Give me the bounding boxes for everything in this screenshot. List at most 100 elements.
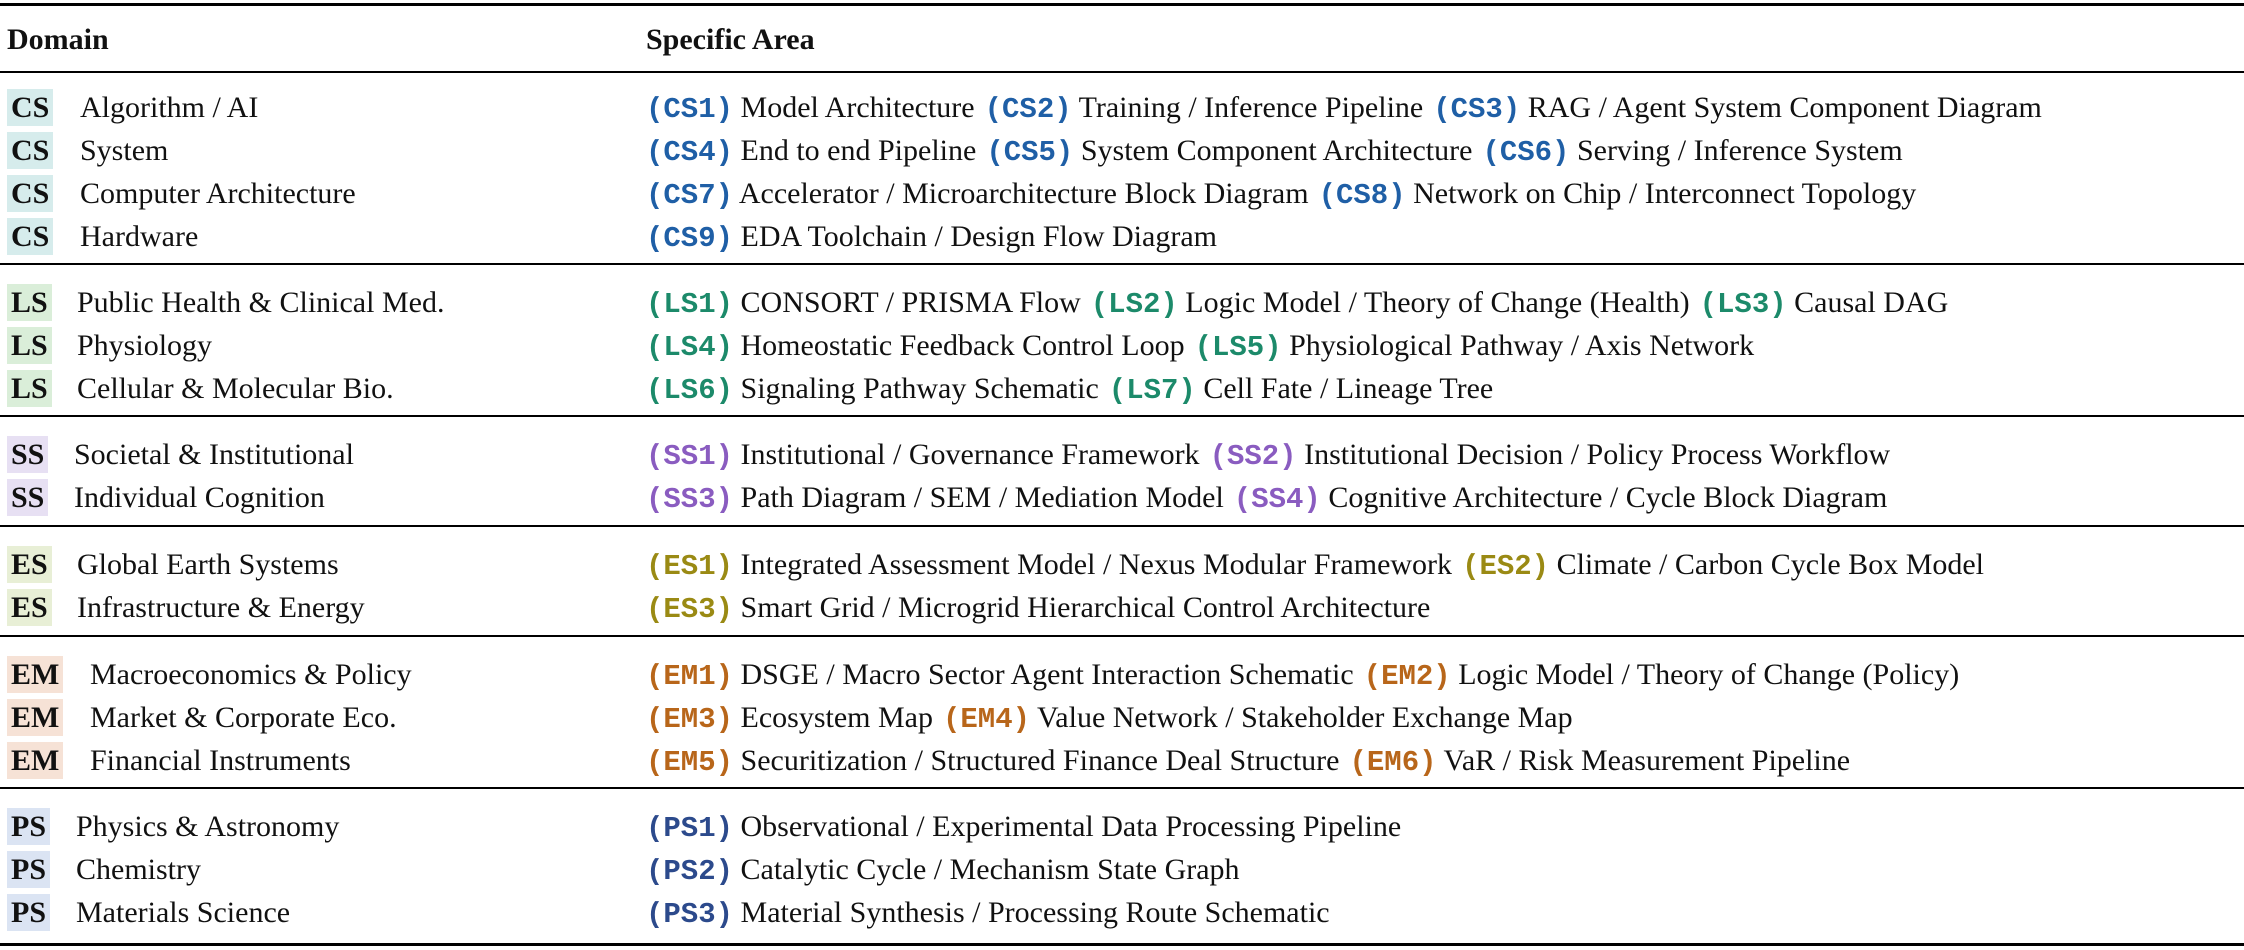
area-label: Climate / Carbon Cycle Box Model [1549,548,1985,581]
area-code: (LS1) [646,288,734,321]
area-code: (PS2) [646,855,734,888]
area-code: (LS3) [1699,288,1787,321]
area-label: Network on Chip / Interconnect Topology [1405,177,1917,210]
domain-name: Public Health & Clinical Med. [77,286,445,319]
area-label: Securitization / Structured Finance Deal… [733,744,1340,777]
table-row: EM Macroeconomics & Policy (EM1) DSGE / Ma… [0,653,2244,696]
specific-area-list: (CS7) Accelerator / Microarchitecture Bl… [646,172,1916,215]
specific-area-list: (PS3) Material Synthesis / Processing Ro… [646,891,1330,934]
area-code: (LS4) [646,331,734,364]
domain-name: Financial Instruments [90,744,351,777]
specific-area-list: (EM1) DSGE / Macro Sector Agent Interact… [646,653,1959,696]
table-bottom-rule [0,943,2244,946]
domain-name: Physiology [77,329,213,362]
table-row: PS Physics & Astronomy (PS1) Observational… [0,805,2244,848]
table-row: CS Computer Architecture (CS7) Accelerator… [0,172,2244,215]
table-row: PS Materials Science (PS3) Material Synthe… [0,891,2244,934]
group-divider [0,415,2244,417]
area-label: Smart Grid / Microgrid Hierarchical Cont… [733,591,1431,624]
specific-area-list: (SS1) Institutional / Governance Framewo… [646,433,1890,476]
table-row: EM Market & Corporate Eco. (EM3) Ecosystem… [0,696,2244,739]
area-label: System Component Architecture [1073,134,1473,167]
area-label: Causal DAG [1786,286,1949,319]
area-code: (PS3) [646,898,734,931]
area-label: Homeostatic Feedback Control Loop [733,329,1185,362]
domain-name: Societal & Institutional [74,438,354,471]
table-row: ES Global Earth Systems (ES1) Integrated A… [0,543,2244,586]
domain-name: Individual Cognition [74,481,325,514]
header-domain: Domain [7,23,109,56]
area-label: Ecosystem Map [733,701,933,734]
domain-name: Hardware [80,220,199,253]
specific-area-list: (EM5) Securitization / Structured Financ… [646,739,1850,782]
domain-badge: CS [7,132,54,169]
domain-name: Cellular & Molecular Bio. [77,372,394,405]
domain-badge: ES [7,589,52,626]
area-code: (EM5) [646,746,734,779]
group-divider [0,525,2244,527]
table-row: SS Individual Cognition (SS3) Path Diagram… [0,476,2244,519]
area-label: Accelerator / Microarchitecture Block Di… [733,177,1309,210]
domain-badge: PS [7,894,51,931]
area-label: Material Synthesis / Processing Route Sc… [733,896,1330,929]
group-divider [0,787,2244,789]
specific-area-list: (LS1) CONSORT / PRISMA Flow (LS2) Logic M… [646,281,1948,324]
table-row: ES Infrastructure & Energy (ES3) Smart Gri… [0,586,2244,629]
specific-area-list: (ES1) Integrated Assessment Model / Nexu… [646,543,1984,586]
group-divider [0,635,2244,637]
area-label: EDA Toolchain / Design Flow Diagram [733,220,1217,253]
specific-area-list: (CS4) End to end Pipeline (CS5) System Co… [646,129,1903,172]
domain-name: Global Earth Systems [77,548,339,581]
area-code: (EM6) [1349,746,1437,779]
area-label: Institutional / Governance Framework [733,438,1200,471]
header-rule [0,71,2244,73]
area-label: Institutional Decision / Policy Process … [1296,438,1891,471]
area-label: Signaling Pathway Schematic [733,372,1099,405]
area-code: (EM4) [942,703,1030,736]
table-row: CS System (CS4) End to end Pipeline (CS5) S… [0,129,2244,172]
domain-badge: LS [7,284,52,321]
header-specific-area: Specific Area [646,23,815,56]
domain-badge: ES [7,546,52,583]
specific-area-list: (PS1) Observational / Experimental Data … [646,805,1401,848]
specific-area-list: (CS1) Model Architecture (CS2) Training /… [646,86,2042,129]
domain-badge: PS [7,851,51,888]
domain-badge: EM [7,699,64,736]
table-row: LS Cellular & Molecular Bio. (LS6) Signali… [0,367,2244,410]
area-label: RAG / Agent System Component Diagram [1520,91,2042,124]
domain-name: System [80,134,169,167]
area-code: (CS7) [646,179,734,212]
table-row: LS Physiology (LS4) Homeostatic Feedback C… [0,324,2244,367]
area-code: (EM3) [646,703,734,736]
area-code: (SS4) [1233,483,1321,516]
area-code: (CS2) [984,93,1072,126]
area-code: (CS4) [646,136,734,169]
area-label: DSGE / Macro Sector Agent Interaction Sc… [733,658,1354,691]
area-label: Value Network / Stakeholder Exchange Map [1030,701,1573,734]
area-code: (LS5) [1194,331,1282,364]
area-code: (CS1) [646,93,734,126]
specific-area-list: (SS3) Path Diagram / SEM / Mediation Mod… [646,476,1887,519]
area-code: (EM1) [646,660,734,693]
domain-badge: LS [7,327,52,364]
area-code: (SS3) [646,483,734,516]
area-code: (ES2) [1462,550,1550,583]
domain-badge: PS [7,808,51,845]
domain-name: Macroeconomics & Policy [90,658,412,691]
area-code: (PS1) [646,812,734,845]
area-label: Logic Model / Theory of Change (Policy) [1450,658,1960,691]
area-label: Physiological Pathway / Axis Network [1281,329,1755,362]
domain-badge: LS [7,370,52,407]
specific-area-list: (EM3) Ecosystem Map (EM4) Value Network /… [646,696,1573,739]
domain-badge: CS [7,89,54,126]
area-label: Integrated Assessment Model / Nexus Modu… [733,548,1453,581]
area-code: (ES1) [646,550,734,583]
domain-badge: EM [7,742,64,779]
domain-name: Infrastructure & Energy [77,591,365,624]
area-label: Cell Fate / Lineage Tree [1195,372,1494,405]
area-code: (EM2) [1363,660,1451,693]
domain-name: Algorithm / AI [80,91,259,124]
specific-area-list: (ES3) Smart Grid / Microgrid Hierarchica… [646,586,1430,629]
area-label: Model Architecture [733,91,975,124]
domain-name: Computer Architecture [80,177,356,210]
